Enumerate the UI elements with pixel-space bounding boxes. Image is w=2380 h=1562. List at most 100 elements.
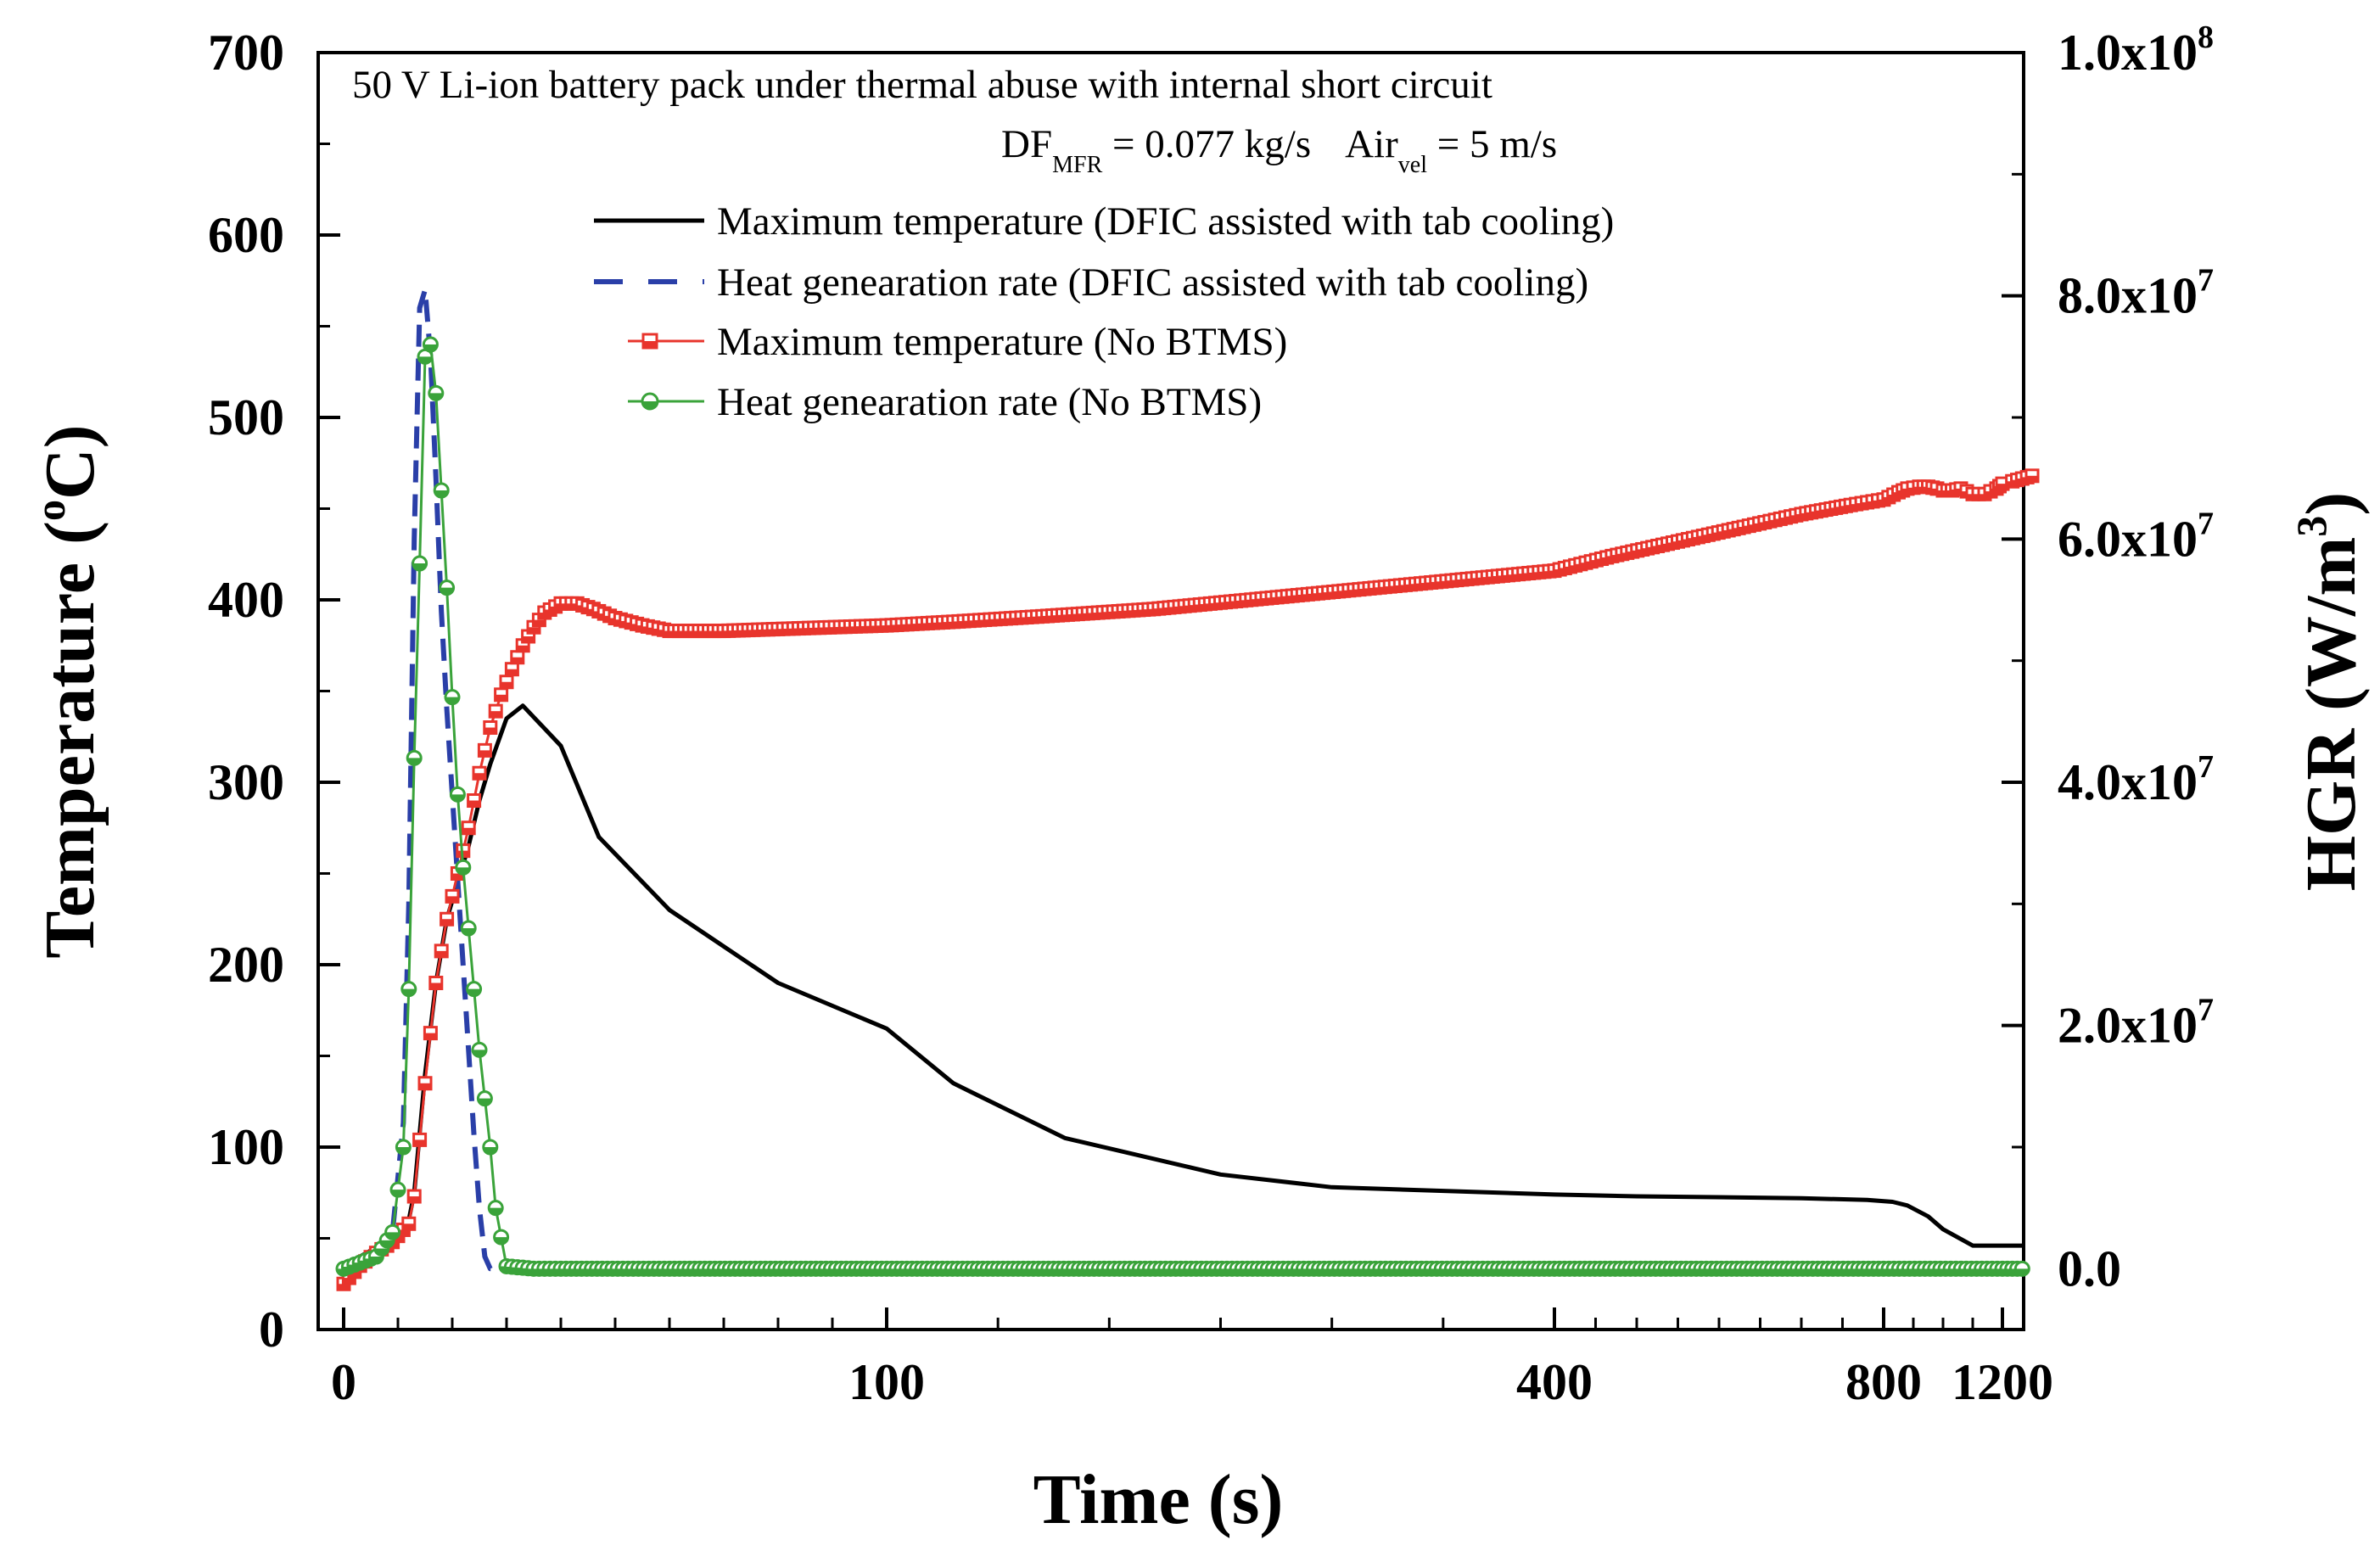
data-point-fill (338, 1284, 350, 1290)
y-right-tick-label: 0.0 (2058, 1240, 2121, 1296)
y-left-tick-label: 200 (208, 937, 284, 993)
legend-label: Maximum temperature (No BTMS) (717, 320, 1287, 364)
data-point-fill (435, 950, 448, 957)
series-4 (335, 336, 2030, 1277)
data-point-fill (402, 1223, 415, 1230)
data-point-fill (385, 1232, 400, 1240)
data-point-fill (418, 356, 432, 364)
data-point-fill (479, 750, 491, 757)
data-point-fill (467, 988, 481, 996)
legend-marker-fill (643, 341, 657, 348)
df-subscript: MFR (1052, 152, 1102, 178)
legend-label: Heat genearation rate (DFIC assisted wit… (717, 260, 1588, 305)
data-point-fill (343, 1278, 356, 1285)
plot-frame (316, 51, 2025, 1331)
data-point-fill (407, 758, 422, 765)
data-point-fill (494, 1237, 508, 1245)
legend-item-2: Heat genearation rate (DFIC assisted wit… (594, 260, 1588, 305)
data-point-fill (501, 681, 512, 688)
x-tick-label: 1200 (1952, 1354, 2053, 1410)
data-point-fill (451, 794, 465, 802)
data-point-fill (428, 393, 443, 400)
chart-annotation-line1: 50 V Li-ion battery pack under thermal a… (352, 63, 1492, 107)
y-left-tick-label: 600 (208, 207, 284, 263)
series-line (342, 703, 2023, 1277)
data-point-fill (462, 827, 475, 834)
series-1 (342, 703, 2023, 1277)
data-point-fill (462, 928, 476, 935)
data-point-fill (489, 1207, 503, 1215)
data-point-fill (397, 1229, 410, 1236)
y-right-tick-mantissa: 6.0x10 (2058, 511, 2198, 567)
air-value: = 5 m/s (1427, 122, 1557, 166)
data-point-fill (506, 669, 518, 675)
legend-label: Heat genearation rate (No BTMS) (717, 380, 1262, 424)
y-left-tick-label: 100 (208, 1119, 284, 1175)
legend: Maximum temperature (DFIC assisted with … (594, 199, 1614, 424)
y-right-tick-exponent: 7 (2198, 506, 2214, 541)
y-right-tick-mantissa: 4.0x10 (2058, 754, 2198, 810)
data-point-fill (408, 1196, 421, 1203)
left-axis-title-end: C) (31, 424, 109, 500)
data-point-fill (413, 1139, 426, 1146)
legend-marker-fill (642, 401, 658, 409)
data-point-fill (484, 727, 496, 734)
y-right-tick-label: 2.0x107 (2058, 993, 2214, 1054)
series-line (343, 339, 2023, 1270)
data-point-fill (528, 627, 540, 634)
data-point-fill (456, 867, 470, 875)
axis-ticks: 0 100 400 800 1200 0 100 200 300 400 500 600 700 0.0 2… (208, 20, 2214, 1410)
y-right-tick-label: 6.0x107 (2058, 506, 2214, 567)
data-point-fill (445, 697, 459, 704)
x-tick-label: 100 (848, 1354, 925, 1410)
legend-item-4: Heat genearation rate (No BTMS) (628, 380, 1262, 424)
data-point-fill (2015, 1268, 2030, 1276)
data-point-fill (401, 988, 416, 996)
y-right-tick-exponent: 7 (2198, 993, 2214, 1028)
x-tick-label: 400 (1516, 1354, 1593, 1410)
y-right-tick-mantissa: 2.0x10 (2058, 998, 2198, 1054)
data-point-fill (446, 896, 458, 903)
x-tick-label: 800 (1845, 1354, 1922, 1410)
data-point-fill (1996, 484, 2008, 490)
air-subscript: vel (1398, 152, 1427, 178)
data-point-fill (380, 1240, 395, 1247)
df-value: = 0.077 kg/s (1102, 122, 1311, 166)
data-point-fill (522, 636, 535, 642)
y-right-tick-label: 1.0x108 (2058, 20, 2214, 81)
data-point-fill (440, 919, 453, 926)
y-right-tick-mantissa: 1.0x10 (2058, 25, 2198, 81)
data-point-fill (348, 1271, 361, 1278)
data-point-fill (424, 1033, 437, 1039)
y-left-tick-label: 0 (259, 1302, 284, 1358)
data-point-fill (434, 490, 449, 497)
x-tick-label: 0 (331, 1354, 356, 1410)
data-point-fill (478, 1098, 492, 1106)
y-right-tick-exponent: 7 (2198, 263, 2214, 299)
series-2 (342, 287, 2002, 1272)
y-left-tick-label: 400 (208, 572, 284, 628)
data-point-fill (495, 694, 507, 701)
y-left-tick-label: 700 (208, 25, 284, 81)
left-axis-title-sup: o (26, 500, 74, 521)
data-point-fill (473, 1050, 486, 1057)
y-left-tick-label: 500 (208, 389, 284, 445)
series-layer (335, 287, 2040, 1291)
chart-annotation-line2: DFMFR = 0.077 kg/s Airvel = 5 m/s (1001, 122, 1557, 178)
data-point-fill (391, 1190, 405, 1197)
data-point-fill (412, 563, 427, 570)
y-right-tick-mantissa: 0.0 (2058, 1240, 2121, 1296)
data-point-fill (440, 587, 454, 595)
data-point-fill (396, 1147, 411, 1154)
y-right-tick-exponent: 8 (2198, 20, 2214, 55)
x-axis-title: Time (s) (1033, 1460, 1284, 1539)
right-axis-title: HGR (W/m3) (2288, 492, 2371, 892)
right-axis-title-main: HGR (W/m (2292, 537, 2371, 892)
left-axis-title-main: Temperature ( (31, 521, 109, 959)
right-axis-title-end: ) (2292, 492, 2371, 516)
y-right-tick-mantissa: 8.0x10 (2058, 268, 2198, 324)
data-point-fill (511, 657, 524, 663)
y-left-tick-label: 300 (208, 754, 284, 810)
data-point-fill (468, 800, 480, 807)
